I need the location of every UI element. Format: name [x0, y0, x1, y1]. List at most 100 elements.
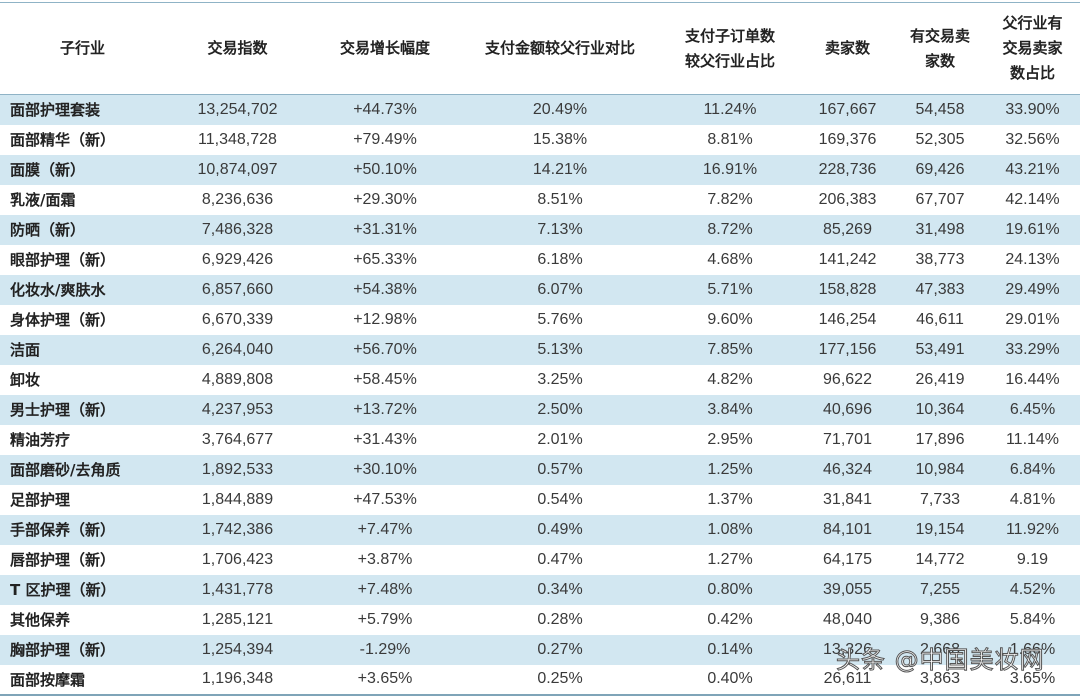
cell-active-sellers: 9,386 — [919, 610, 961, 628]
table-row: 足部护理 1,844,889 +47.53% 0.54% 1.37% 31,841 7,73… — [0, 484, 1080, 515]
cell-growth: +30.10% — [353, 460, 417, 478]
table-row: 面部护理套装 13,254,702 +44.73% 20.49% 11.24% 167,6… — [0, 94, 1080, 125]
table-row: 防晒（新） 7,486,328 +31.31% 7.13% 8.72% 85,269 31,… — [0, 214, 1080, 245]
cell-seller-count: 71,701 — [823, 430, 872, 448]
cell-active-seller-share: 5.84% — [1009, 610, 1056, 628]
cell-order-ratio: 9.60% — [707, 310, 753, 328]
cell-growth: +7.47% — [357, 520, 413, 538]
cell-order-ratio: 7.82% — [707, 190, 753, 208]
cell-growth: +58.45% — [353, 370, 417, 388]
header-active-sellers: 有交易卖 家数 — [909, 26, 970, 70]
header-growth: 交易增长幅度 — [339, 39, 430, 57]
cell-payment-ratio: 8.51% — [537, 190, 583, 208]
cell-active-seller-share: 11.14% — [1005, 430, 1060, 448]
cell-seller-count: 84,101 — [823, 520, 872, 538]
cell-active-seller-share: 16.44% — [1005, 370, 1060, 388]
cell-active-sellers: 7,733 — [919, 490, 961, 508]
cell-payment-ratio: 15.38% — [532, 130, 588, 148]
cell-growth: +5.79% — [357, 610, 413, 628]
cell-active-seller-share: 29.01% — [1005, 310, 1060, 328]
cell-active-sellers: 26,419 — [915, 370, 965, 388]
header-payment-ratio: 支付金额较父行业对比 — [484, 39, 635, 57]
cell-trade-index: 1,742,386 — [201, 520, 274, 538]
cell-active-seller-share: 9.19 — [1016, 550, 1049, 568]
cell-seller-count: 13,326 — [823, 640, 872, 658]
cell-sub-industry: 面部精华（新） — [10, 131, 116, 149]
cell-active-seller-share: 24.13% — [1005, 250, 1060, 268]
cell-payment-ratio: 0.27% — [537, 640, 583, 658]
cell-order-ratio: 0.80% — [707, 580, 753, 598]
cell-active-sellers: 52,305 — [915, 130, 965, 148]
cell-trade-index: 10,874,097 — [197, 160, 278, 178]
cell-active-sellers: 19,154 — [915, 520, 965, 538]
cell-order-ratio: 0.14% — [707, 640, 753, 658]
cell-payment-ratio: 6.18% — [537, 250, 583, 268]
cell-sub-industry: T 区护理（新） — [10, 581, 116, 599]
table-row: 洁面 6,264,040 +56.70% 5.13% 7.85% 177,156 53,49… — [0, 334, 1080, 365]
cell-order-ratio: 8.81% — [707, 130, 753, 148]
cell-sub-industry: 男士护理（新） — [10, 401, 116, 419]
cell-active-seller-share: 4.81% — [1009, 490, 1056, 508]
cell-order-ratio: 16.91% — [702, 160, 758, 178]
cell-active-seller-share: 33.29% — [1005, 340, 1060, 358]
cell-seller-count: 146,254 — [818, 310, 877, 328]
table-header-row: 子行业 交易指数 交易增长幅度 支付金额较父行业对比 支付子订单数 较父行业占比 卖家数 有交… — [0, 2, 1080, 95]
cell-order-ratio: 5.71% — [707, 280, 753, 298]
cell-seller-count: 228,736 — [818, 160, 877, 178]
cell-order-ratio: 1.25% — [707, 460, 753, 478]
cell-active-sellers: 54,458 — [915, 100, 965, 118]
cell-payment-ratio: 0.25% — [537, 670, 583, 687]
cell-payment-ratio: 3.25% — [537, 370, 583, 388]
cell-trade-index: 4,889,808 — [201, 370, 274, 388]
cell-trade-index: 1,196,348 — [201, 670, 274, 687]
table-row: 乳液/面霜 8,236,636 +29.30% 8.51% 7.82% 206,383 67… — [0, 184, 1080, 215]
table-row: 面部精华（新） 11,348,728 +79.49% 15.38% 8.81% 169,3… — [0, 124, 1080, 155]
cell-sub-industry: 唇部护理（新） — [10, 551, 116, 569]
cell-growth: +50.10% — [353, 160, 417, 178]
cell-sub-industry: 眼部护理（新） — [10, 251, 116, 269]
cell-seller-count: 169,376 — [818, 130, 877, 148]
cell-trade-index: 7,486,328 — [201, 220, 274, 238]
cell-seller-count: 96,622 — [823, 370, 872, 388]
table-body: 面部护理套装 13,254,702 +44.73% 20.49% 11.24% 167,6… — [0, 94, 1080, 695]
cell-active-seller-share: 4.52% — [1009, 580, 1056, 598]
cell-trade-index: 11,348,728 — [198, 130, 277, 148]
table-row: 化妆水/爽肤水 6,857,660 +54.38% 6.07% 5.71% 158,828… — [0, 274, 1080, 305]
cell-active-sellers: 17,896 — [915, 430, 965, 448]
cell-sub-industry: 化妆水/爽肤水 — [10, 281, 106, 299]
cell-order-ratio: 0.40% — [707, 670, 753, 687]
cell-active-seller-share: 3.65% — [1009, 670, 1056, 687]
cell-seller-count: 40,696 — [823, 400, 872, 418]
table-row: 手部保养（新） 1,742,386 +7.47% 0.49% 1.08% 84,101 19… — [0, 514, 1080, 545]
cell-active-sellers: 53,491 — [915, 340, 965, 358]
cell-seller-count: 39,055 — [823, 580, 872, 598]
cell-sub-industry: 防晒（新） — [10, 221, 86, 239]
cell-active-sellers: 2,668 — [919, 640, 961, 658]
cell-payment-ratio: 2.50% — [537, 400, 583, 418]
cell-active-sellers: 31,498 — [915, 220, 965, 238]
cell-growth: +13.72% — [353, 400, 417, 418]
cell-order-ratio: 8.72% — [707, 220, 753, 238]
cell-sub-industry: 足部护理 — [10, 491, 71, 509]
header-active-seller-share: 父行业有 交易卖家 数占比 — [1002, 14, 1063, 82]
cell-payment-ratio: 7.13% — [537, 220, 583, 238]
cell-seller-count: 46,324 — [823, 460, 872, 478]
cell-order-ratio: 7.85% — [707, 340, 753, 358]
cell-payment-ratio: 0.54% — [537, 490, 583, 508]
cell-sub-industry: 乳液/面霜 — [10, 191, 76, 209]
cell-active-sellers: 3,863 — [919, 670, 961, 687]
table-row: 精油芳疗 3,764,677 +31.43% 2.01% 2.95% 71,701 17,8… — [0, 424, 1080, 455]
cell-seller-count: 26,611 — [823, 670, 872, 687]
table-row: 眼部护理（新） 6,929,426 +65.33% 6.18% 4.68% 141,242… — [0, 244, 1080, 275]
table-row: 面膜（新） 10,874,097 +50.10% 14.21% 16.91% 228,73… — [0, 154, 1080, 185]
cell-seller-count: 85,269 — [823, 220, 872, 238]
cell-seller-count: 48,040 — [823, 610, 872, 628]
cell-active-sellers: 38,773 — [915, 250, 965, 268]
cell-sub-industry: 精油芳疗 — [10, 431, 71, 449]
cell-sub-industry: 手部保养（新） — [10, 521, 116, 539]
cell-sub-industry: 面部护理套装 — [10, 101, 101, 120]
cell-growth: +44.73% — [353, 100, 417, 118]
table-row: 卸妆 4,889,808 +58.45% 3.25% 4.82% 96,622 26,419… — [0, 364, 1080, 395]
header-trade-index: 交易指数 — [207, 39, 268, 57]
cell-trade-index: 6,264,040 — [201, 340, 274, 358]
